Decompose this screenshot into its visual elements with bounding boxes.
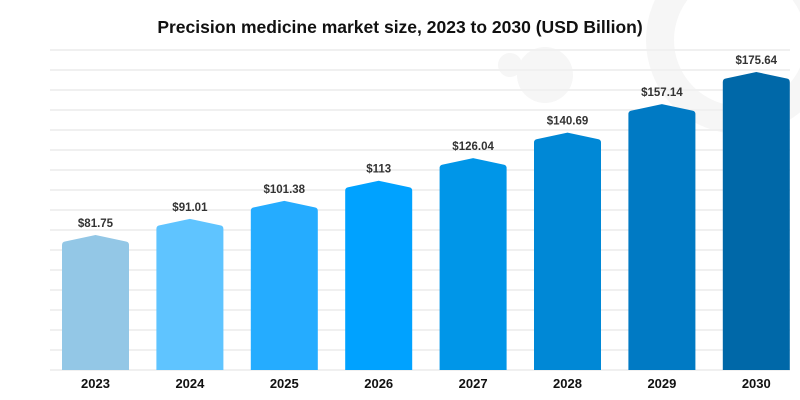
bar-2030 [722,71,790,370]
data-label: $113 [366,164,391,176]
data-label: $91.01 [172,202,208,214]
x-tick-label: 2027 [459,376,488,391]
x-tick-label: 2023 [81,376,110,391]
data-label: $101.38 [264,184,306,196]
bar-2029 [628,104,696,371]
x-tick-label: 2024 [175,376,205,391]
bar-2024 [156,218,224,370]
x-tick-label: 2025 [270,376,299,391]
data-label: $175.64 [736,55,778,67]
chart-title: Precision medicine market size, 2023 to … [157,17,643,37]
bar-2027 [439,158,507,370]
x-tick-label: 2030 [742,376,771,391]
bar-2028 [534,132,601,370]
data-label: $126.04 [452,141,494,153]
data-label: $140.69 [547,116,589,128]
data-label: $157.14 [641,87,683,99]
bar-2025 [250,200,318,370]
x-tick-label: 2029 [647,376,676,391]
data-label: $81.75 [78,218,114,230]
bar-2023 [62,235,129,370]
x-tick-label: 2028 [553,376,582,391]
bar-2026 [345,180,413,370]
x-tick-label: 2026 [364,376,393,391]
